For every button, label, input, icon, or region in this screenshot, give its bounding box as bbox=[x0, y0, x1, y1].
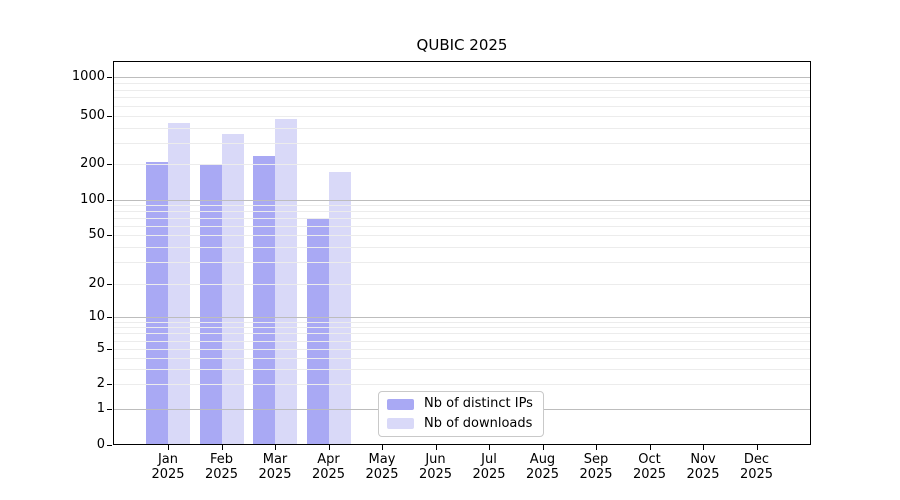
gridline-10 bbox=[113, 317, 811, 318]
legend-swatch-downloads bbox=[387, 418, 414, 430]
gridline-70 bbox=[113, 218, 811, 219]
bar-distinct-ips-feb bbox=[199, 164, 222, 445]
gridline-3 bbox=[113, 368, 811, 370]
y-tick-label-200: 200 bbox=[80, 156, 105, 171]
gridline-2 bbox=[113, 384, 811, 385]
x-tick-mark-mar bbox=[275, 445, 276, 450]
gridline-1000 bbox=[113, 77, 811, 78]
x-tick-label-jan: Jan 2025 bbox=[151, 452, 185, 482]
y-tick-label-5: 5 bbox=[96, 341, 105, 356]
gridline-100 bbox=[113, 200, 811, 201]
y-tick-label-1000: 1000 bbox=[71, 69, 105, 84]
y-tick-mark-1000 bbox=[107, 77, 112, 78]
gridline-50 bbox=[113, 235, 811, 236]
gridline-600 bbox=[113, 105, 811, 107]
x-tick-mark-apr bbox=[328, 445, 330, 450]
y-tick-mark-1 bbox=[107, 409, 112, 410]
y-tick-mark-5 bbox=[107, 349, 112, 350]
x-tick-mark-sep bbox=[596, 445, 597, 450]
y-tick-label-500: 500 bbox=[80, 108, 105, 123]
bar-downloads-apr bbox=[328, 172, 351, 445]
y-tick-label-20: 20 bbox=[88, 276, 105, 291]
gridline-6 bbox=[113, 340, 811, 342]
legend-item-distinct-ips: Nb of distinct IPs bbox=[387, 395, 535, 413]
bar-distinct-ips-mar bbox=[253, 156, 275, 445]
legend-item-downloads: Nb of downloads bbox=[387, 415, 535, 433]
x-tick-label-jun: Jun 2025 bbox=[418, 452, 453, 482]
x-tick-label-nov: Nov 2025 bbox=[686, 452, 720, 482]
x-tick-mark-dec bbox=[756, 445, 758, 450]
gridline-400 bbox=[113, 127, 811, 129]
x-tick-mark-aug bbox=[542, 445, 544, 450]
y-tick-mark-100 bbox=[107, 200, 112, 201]
y-tick-mark-10 bbox=[107, 317, 112, 318]
x-tick-mark-nov bbox=[703, 445, 704, 450]
y-tick-mark-500 bbox=[107, 116, 112, 117]
bar-distinct-ips-jan bbox=[146, 161, 168, 445]
x-tick-mark-may bbox=[382, 445, 383, 450]
legend-swatch-distinct-ips bbox=[387, 398, 414, 410]
y-tick-label-100: 100 bbox=[80, 192, 105, 207]
legend: Nb of distinct IPs Nb of downloads bbox=[378, 391, 544, 437]
chart-title: QUBIC 2025 bbox=[416, 36, 508, 54]
x-tick-label-dec: Dec 2025 bbox=[739, 452, 774, 482]
y-tick-mark-0 bbox=[107, 444, 112, 446]
gridline-500 bbox=[113, 116, 811, 117]
gridline-900 bbox=[113, 82, 811, 84]
gridline-200 bbox=[113, 164, 811, 165]
x-tick-mark-jan bbox=[168, 445, 169, 450]
y-tick-label-10: 10 bbox=[88, 309, 105, 324]
x-tick-label-apr: Apr 2025 bbox=[311, 452, 346, 482]
gridline-7 bbox=[113, 333, 811, 335]
y-tick-mark-50 bbox=[107, 235, 112, 236]
gridline-4 bbox=[113, 357, 811, 359]
plot-area: Nb of distinct IPs Nb of downloads bbox=[113, 61, 811, 445]
axes-spines bbox=[113, 61, 811, 445]
gridline-30 bbox=[113, 262, 811, 264]
y-tick-label-1: 1 bbox=[96, 401, 105, 416]
gridline-20 bbox=[113, 284, 811, 285]
bar-distinct-ips-apr bbox=[306, 218, 329, 445]
legend-label-distinct-ips: Nb of distinct IPs bbox=[424, 396, 533, 412]
gridline-60 bbox=[113, 225, 811, 227]
legend-label-downloads: Nb of downloads bbox=[424, 415, 533, 431]
y-tick-label-0: 0 bbox=[96, 436, 105, 452]
x-tick-label-mar: Mar 2025 bbox=[258, 452, 292, 482]
x-tick-label-aug: Aug 2025 bbox=[525, 452, 560, 482]
gridline-5 bbox=[113, 349, 811, 350]
gridline-80 bbox=[113, 211, 811, 213]
x-tick-mark-oct bbox=[649, 445, 651, 450]
x-tick-label-oct: Oct 2025 bbox=[632, 452, 667, 482]
x-tick-label-sep: Sep 2025 bbox=[579, 452, 613, 482]
gridline-8 bbox=[113, 327, 811, 329]
x-tick-mark-jul bbox=[489, 445, 490, 450]
x-tick-label-feb: Feb 2025 bbox=[204, 452, 239, 482]
gridline-40 bbox=[113, 246, 811, 248]
x-tick-mark-feb bbox=[221, 445, 223, 450]
x-tick-label-may: May 2025 bbox=[365, 452, 399, 482]
y-tick-mark-2 bbox=[107, 384, 112, 385]
gridline-300 bbox=[113, 142, 811, 144]
y-tick-label-2: 2 bbox=[96, 376, 105, 391]
gridline-9 bbox=[113, 321, 811, 323]
gridline-90 bbox=[113, 205, 811, 207]
gridline-700 bbox=[113, 97, 811, 99]
x-tick-mark-jun bbox=[435, 445, 437, 450]
y-tick-mark-200 bbox=[107, 164, 112, 165]
y-tick-mark-20 bbox=[107, 284, 112, 285]
gridline-800 bbox=[113, 89, 811, 91]
y-tick-label-50: 50 bbox=[88, 227, 105, 242]
x-tick-label-jul: Jul 2025 bbox=[472, 452, 506, 482]
bars-layer bbox=[113, 61, 811, 445]
